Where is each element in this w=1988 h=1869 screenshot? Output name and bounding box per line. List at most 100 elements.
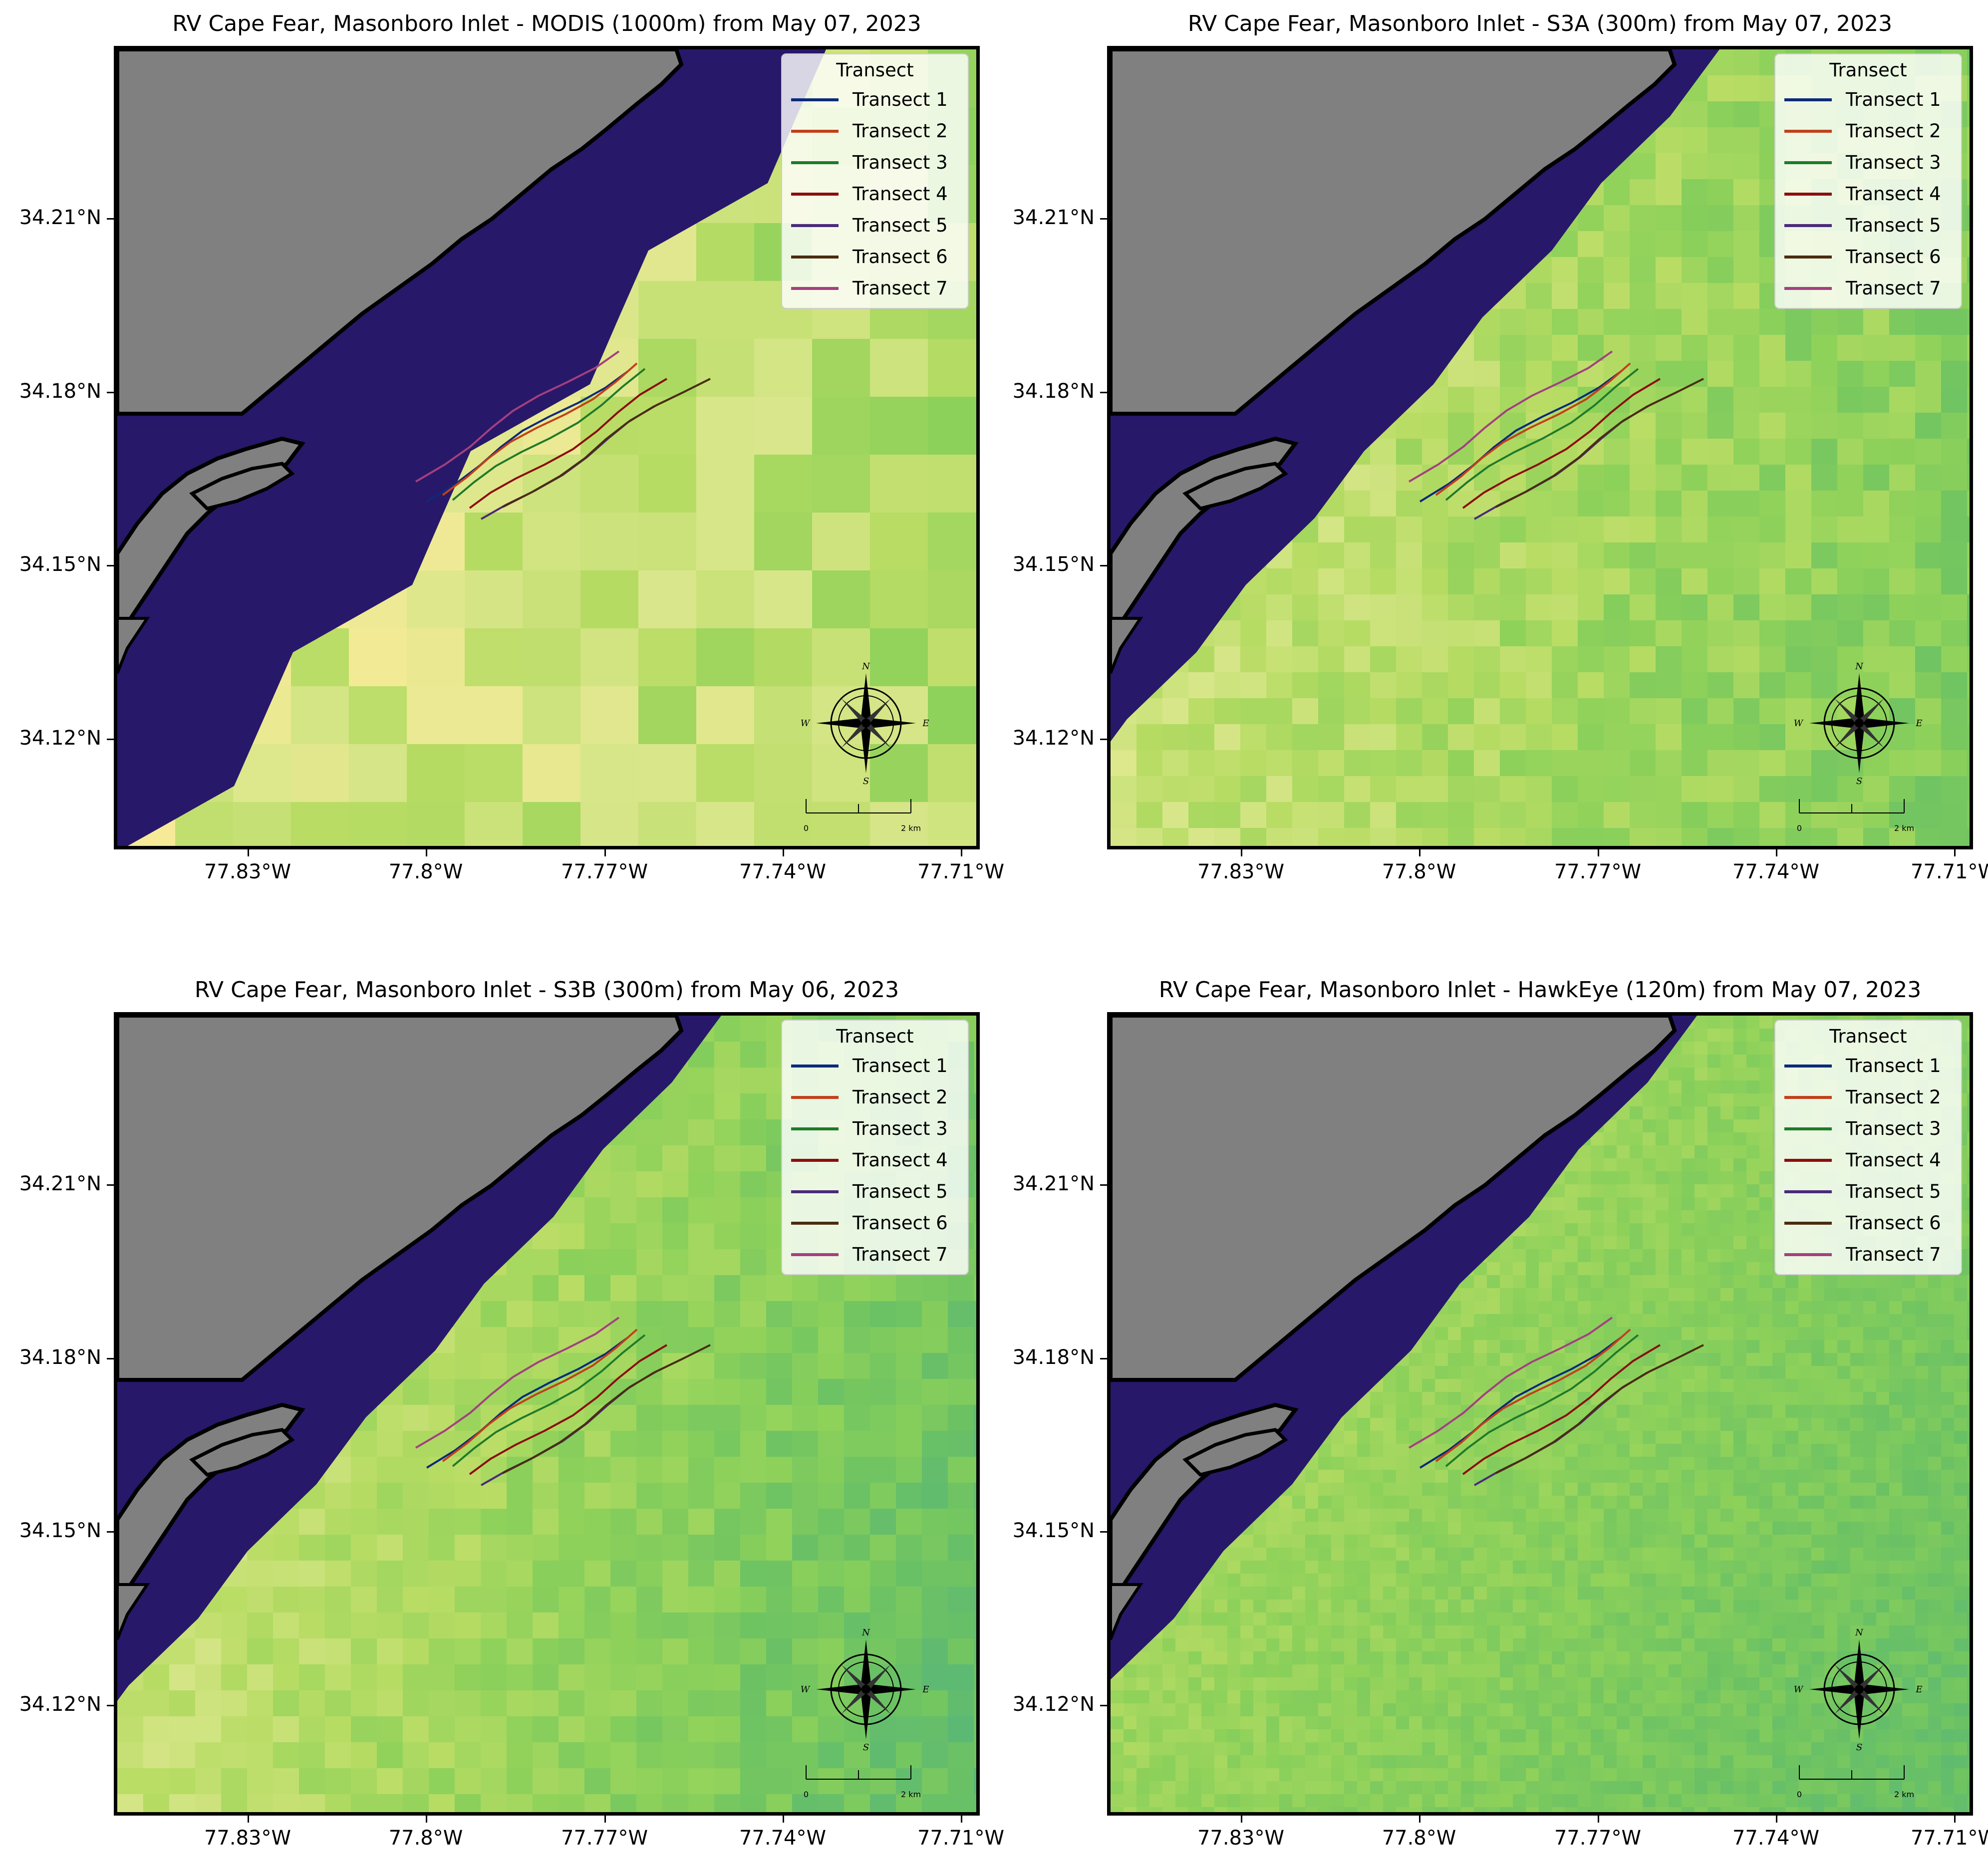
legend-label: Transect 1: [852, 1055, 948, 1076]
x-tick-mark: [1241, 1816, 1242, 1823]
x-tick-label: 77.74°W: [739, 1827, 827, 1850]
transect-line-3: [1445, 368, 1639, 501]
y-tick-label: 34.15°N: [19, 1519, 101, 1542]
y-tick-label: 34.21°N: [1012, 206, 1095, 229]
x-tick-mark: [961, 849, 962, 856]
legend-label: Transect 6: [852, 246, 948, 267]
legend-title: Transect: [1829, 59, 1907, 81]
legend-label: Transect 1: [1846, 89, 1941, 110]
legend-entry: Transect 1: [791, 1050, 959, 1081]
transect-line-6: [1495, 378, 1704, 508]
compass-rose-icon: N S E W: [1794, 661, 1923, 787]
land-mask: [1111, 49, 1677, 674]
y-tick-label: 34.21°N: [1012, 1172, 1095, 1195]
x-tick-mark: [1776, 1816, 1777, 1823]
transect-line-2: [442, 362, 638, 496]
y-tick-mark: [107, 1705, 114, 1706]
legend-swatch: [1784, 1095, 1832, 1099]
scale-label-start: 0: [804, 1790, 809, 1799]
legend-entry: Transect 1: [1784, 84, 1952, 115]
legend-label: Transect 7: [852, 277, 948, 299]
chlorophyll-raster: N S E W 0 2 km: [117, 1016, 976, 1812]
legend-swatch: [1784, 1253, 1832, 1256]
x-tick-label: 77.83°W: [204, 860, 291, 883]
x-tick-label: 77.71°W: [1910, 1827, 1988, 1850]
transect-line-1: [1419, 1336, 1622, 1469]
transect-line-4: [1462, 1344, 1661, 1475]
compass-label-w: W: [801, 1684, 811, 1695]
x-tick-label: 77.8°W: [1382, 860, 1456, 883]
legend-label: Transect 7: [1846, 277, 1941, 299]
compass-label-w: W: [1794, 718, 1804, 729]
y-tick-mark: [107, 392, 114, 393]
compass-label-e: E: [922, 718, 929, 729]
legend-label: Transect 2: [852, 1086, 948, 1108]
legend-label: Transect 5: [1846, 215, 1941, 236]
transect-legend: Transect Transect 1 Transect 2 Transect 3 Tr…: [781, 1020, 969, 1275]
x-tick-mark: [426, 1816, 427, 1823]
transect-line-1: [426, 1336, 629, 1469]
scale-label-end: 2 km: [1894, 823, 1914, 833]
land-mask: [117, 49, 684, 674]
x-tick-mark: [783, 849, 784, 856]
legend-entry: Transect 4: [1784, 1144, 1952, 1176]
legend-entry: Transect 3: [791, 1113, 959, 1144]
legend-swatch: [791, 98, 839, 101]
transect-line-7: [1408, 350, 1613, 483]
legend-title: Transect: [836, 59, 914, 81]
compass-label-e: E: [1915, 1684, 1922, 1695]
legend-label: Transect 2: [852, 120, 948, 142]
transect-line-1: [1419, 370, 1622, 503]
legend-entry: Transect 5: [791, 210, 959, 241]
compass-label-n: N: [861, 661, 870, 672]
x-tick-mark: [604, 849, 606, 856]
compass-label-e: E: [922, 1684, 929, 1695]
legend-label: Transect 3: [1846, 152, 1941, 173]
legend-entry: Transect 5: [1784, 1176, 1952, 1207]
legend-entry: Transect 7: [791, 1239, 959, 1270]
legend-label: Transect 3: [852, 1118, 948, 1139]
transect-line-4: [469, 1344, 668, 1475]
compass-label-n: N: [1855, 661, 1864, 672]
legend-label: Transect 5: [1846, 1181, 1941, 1202]
compass-label-s: S: [1856, 776, 1862, 787]
x-tick-label: 77.77°W: [1554, 860, 1642, 883]
panel-title: RV Cape Fear, Masonboro Inlet - S3B (300…: [194, 977, 899, 1003]
legend-label: Transect 7: [852, 1244, 948, 1265]
legend-swatch: [1784, 192, 1832, 196]
y-tick-label: 34.15°N: [19, 553, 101, 576]
y-tick-label: 34.12°N: [1012, 1693, 1095, 1716]
land-mask: [117, 1016, 684, 1640]
legend-swatch: [791, 129, 839, 133]
legend-entry: Transect 3: [1784, 1113, 1952, 1144]
transect-line-2: [1435, 1329, 1631, 1462]
scale-bar: 0 2 km: [804, 799, 921, 833]
legend-swatch: [1784, 1064, 1832, 1068]
compass-label-s: S: [863, 776, 869, 787]
legend-entry: Transect 2: [791, 115, 959, 147]
transect-line-2: [442, 1329, 638, 1462]
y-tick-label: 34.12°N: [19, 727, 101, 750]
scale-label-end: 2 km: [901, 823, 921, 833]
compass-label-n: N: [861, 1627, 870, 1638]
legend-entry: Transect 3: [1784, 147, 1952, 178]
x-tick-label: 77.74°W: [739, 860, 827, 883]
scale-label-end: 2 km: [901, 1790, 921, 1799]
x-tick-mark: [1954, 849, 1956, 856]
scale-label-start: 0: [804, 823, 809, 833]
transect-line-7: [415, 1317, 620, 1449]
y-tick-label: 34.18°N: [1012, 380, 1095, 403]
legend-swatch: [791, 286, 839, 290]
x-tick-mark: [426, 849, 427, 856]
panel-title: RV Cape Fear, Masonboro Inlet - S3A (300…: [1187, 11, 1893, 36]
legend-swatch: [1784, 129, 1832, 133]
x-tick-label: 77.83°W: [1197, 1827, 1285, 1850]
land-mask: [1111, 1016, 1677, 1640]
x-tick-mark: [1419, 1816, 1420, 1823]
transect-legend: Transect Transect 1 Transect 2 Transect 3 Tr…: [781, 53, 969, 309]
legend-swatch: [791, 224, 839, 227]
legend-swatch: [1784, 1127, 1832, 1130]
transect-line-6: [502, 1344, 711, 1474]
x-tick-mark: [961, 1816, 962, 1823]
transect-line-7: [1408, 1317, 1613, 1449]
